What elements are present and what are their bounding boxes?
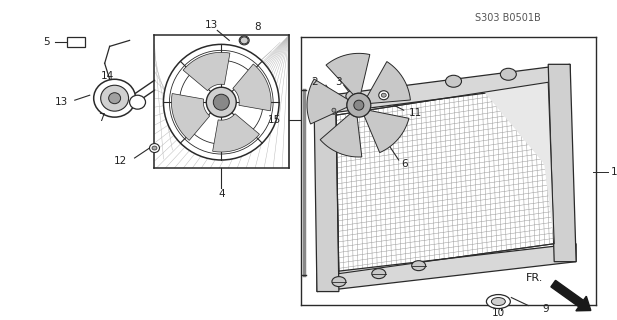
Ellipse shape (352, 100, 356, 104)
Text: 13: 13 (205, 20, 218, 30)
Ellipse shape (330, 106, 338, 114)
Ellipse shape (381, 93, 386, 97)
Ellipse shape (391, 83, 407, 95)
FancyArrow shape (551, 280, 591, 311)
Ellipse shape (379, 91, 389, 100)
Ellipse shape (486, 295, 510, 308)
Ellipse shape (101, 85, 128, 111)
Polygon shape (320, 114, 362, 157)
Ellipse shape (346, 90, 362, 102)
Text: 13: 13 (54, 97, 68, 107)
Ellipse shape (130, 95, 146, 109)
Ellipse shape (491, 298, 505, 306)
Ellipse shape (332, 108, 336, 112)
Text: 4: 4 (218, 189, 225, 199)
Bar (67, 37, 85, 47)
Polygon shape (314, 64, 570, 115)
Circle shape (206, 87, 236, 117)
Text: 7: 7 (98, 113, 105, 123)
Polygon shape (183, 52, 230, 91)
Ellipse shape (239, 36, 249, 45)
Polygon shape (367, 61, 410, 103)
Ellipse shape (240, 37, 248, 44)
Circle shape (354, 100, 364, 110)
Ellipse shape (500, 68, 516, 80)
Text: 6: 6 (402, 159, 408, 169)
Ellipse shape (372, 269, 386, 279)
Text: 15: 15 (268, 115, 281, 125)
Ellipse shape (152, 146, 157, 150)
Circle shape (347, 93, 371, 117)
Polygon shape (364, 110, 409, 153)
Text: 10: 10 (492, 308, 505, 317)
Text: 1: 1 (611, 167, 617, 177)
Ellipse shape (412, 261, 426, 271)
Ellipse shape (149, 144, 159, 153)
Circle shape (213, 94, 230, 110)
Polygon shape (233, 64, 271, 111)
Polygon shape (484, 82, 554, 244)
Text: 8: 8 (254, 22, 260, 32)
Polygon shape (314, 97, 339, 292)
Polygon shape (326, 53, 370, 95)
Text: 11: 11 (408, 108, 422, 118)
Text: 2: 2 (312, 77, 318, 87)
Ellipse shape (332, 276, 346, 287)
Polygon shape (172, 93, 210, 140)
Polygon shape (307, 79, 348, 124)
Circle shape (164, 44, 279, 160)
Text: FR.: FR. (526, 273, 543, 283)
Text: 3: 3 (336, 77, 342, 87)
Text: S303 B0501B: S303 B0501B (476, 13, 541, 23)
Ellipse shape (350, 98, 358, 106)
Ellipse shape (94, 79, 136, 117)
Polygon shape (317, 244, 576, 292)
Text: 5: 5 (43, 37, 50, 47)
Text: 9: 9 (542, 303, 549, 314)
Polygon shape (213, 114, 260, 152)
Ellipse shape (109, 93, 120, 104)
Polygon shape (336, 82, 554, 274)
Text: 12: 12 (114, 156, 126, 166)
Polygon shape (549, 64, 576, 262)
Ellipse shape (445, 75, 462, 87)
Text: 14: 14 (101, 71, 114, 81)
